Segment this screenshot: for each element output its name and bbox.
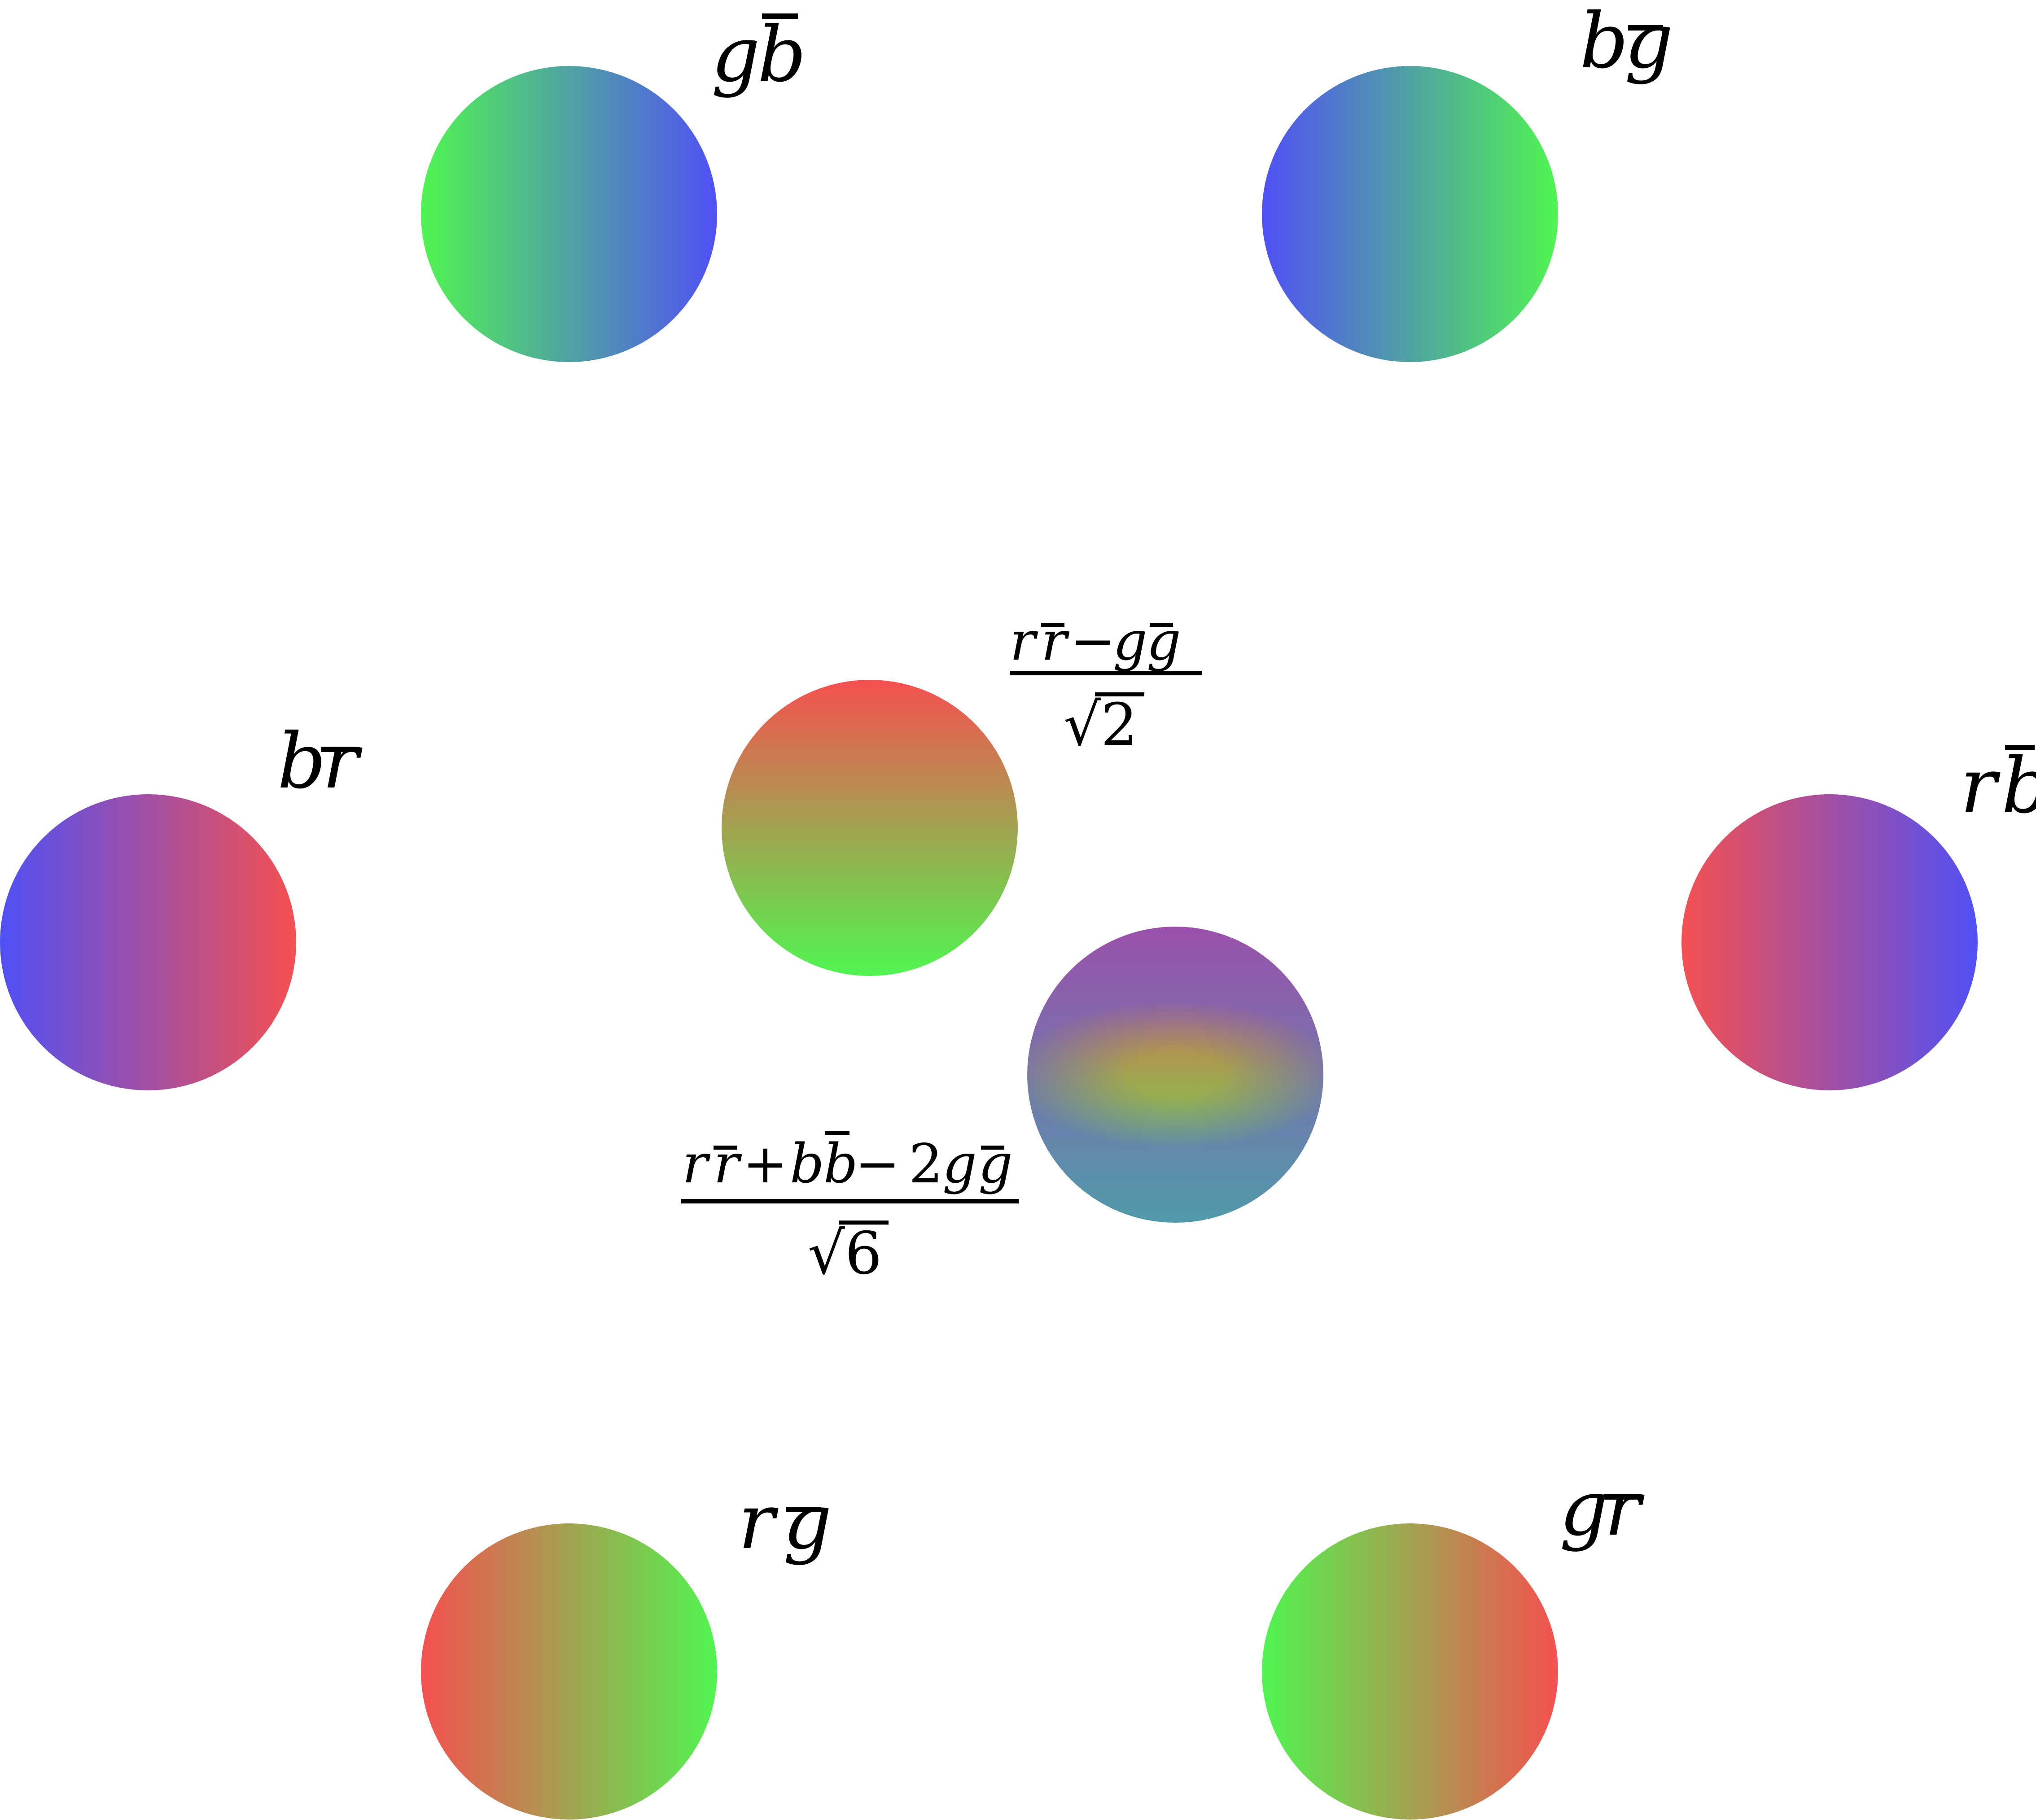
state-disk bbox=[0, 794, 296, 1090]
svg-text:r: r bbox=[738, 1478, 779, 1566]
svg-text:g: g bbox=[1624, 0, 1673, 86]
state-r-bbar: r b bbox=[1681, 742, 2036, 1090]
svg-text:−: − bbox=[855, 1133, 900, 1195]
state-label: r g bbox=[738, 1478, 832, 1566]
svg-text:r: r bbox=[1604, 1464, 1645, 1553]
state-rr-minus-gg: r r − g g √2 bbox=[722, 610, 1202, 976]
svg-text:b: b bbox=[2001, 742, 2036, 831]
state-r-gbar: r g bbox=[421, 1478, 832, 1820]
svg-text:g: g bbox=[1113, 610, 1147, 673]
state-disk bbox=[722, 680, 1018, 976]
state-b-rbar: b r bbox=[0, 717, 363, 1090]
svg-text:b: b bbox=[790, 1133, 824, 1195]
state-b-gbar: b g bbox=[1262, 0, 1673, 362]
svg-text:−: − bbox=[1070, 610, 1116, 673]
svg-text:g: g bbox=[1147, 610, 1181, 673]
state-rr-plus-bb-minus-2gg: r r + b b − 2 g g √6 bbox=[681, 927, 1323, 1287]
state-disk bbox=[421, 1523, 717, 1820]
svg-text:r: r bbox=[1960, 742, 2001, 831]
state-label: g b bbox=[711, 10, 806, 99]
svg-text:r: r bbox=[1041, 610, 1070, 673]
svg-text:r: r bbox=[714, 1133, 742, 1195]
state-g-rbar: g r bbox=[1262, 1464, 1645, 1820]
svg-text:+: + bbox=[743, 1133, 788, 1195]
svg-text:r: r bbox=[682, 1133, 711, 1195]
state-label: b r bbox=[277, 717, 363, 806]
state-disk bbox=[421, 66, 717, 362]
fraction-bar bbox=[1010, 671, 1202, 675]
state-disk bbox=[1262, 66, 1558, 362]
svg-text:b: b bbox=[277, 717, 326, 806]
svg-text:r: r bbox=[322, 717, 363, 806]
svg-text:√6: √6 bbox=[808, 1219, 882, 1287]
svg-text:g: g bbox=[783, 1478, 832, 1566]
svg-text:b: b bbox=[823, 1133, 858, 1195]
svg-text:2: 2 bbox=[909, 1133, 943, 1195]
state-label: g r bbox=[1559, 1464, 1645, 1553]
state-disk bbox=[1262, 1523, 1558, 1820]
svg-text:b: b bbox=[757, 10, 806, 99]
svg-text:√2: √2 bbox=[1064, 691, 1138, 759]
state-label: b g bbox=[1580, 0, 1673, 86]
svg-text:b: b bbox=[1580, 0, 1629, 86]
svg-text:g: g bbox=[978, 1133, 1013, 1195]
svg-text:g: g bbox=[1559, 1464, 1608, 1553]
svg-text:g: g bbox=[711, 10, 760, 99]
fraction-label: r r − g g √2 bbox=[1010, 610, 1202, 759]
fraction-bar bbox=[681, 1199, 1019, 1203]
fraction-label: r r + b b − 2 g g √6 bbox=[681, 1131, 1019, 1287]
state-label: r b bbox=[1960, 742, 2036, 831]
svg-text:r: r bbox=[1010, 610, 1038, 673]
state-disk bbox=[1681, 794, 1978, 1090]
svg-text:g: g bbox=[942, 1133, 977, 1195]
state-g-bbar: g b bbox=[421, 10, 806, 362]
